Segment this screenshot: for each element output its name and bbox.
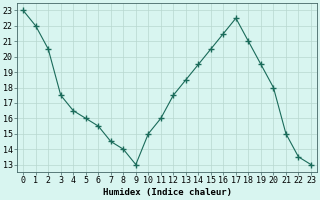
X-axis label: Humidex (Indice chaleur): Humidex (Indice chaleur) (103, 188, 232, 197)
